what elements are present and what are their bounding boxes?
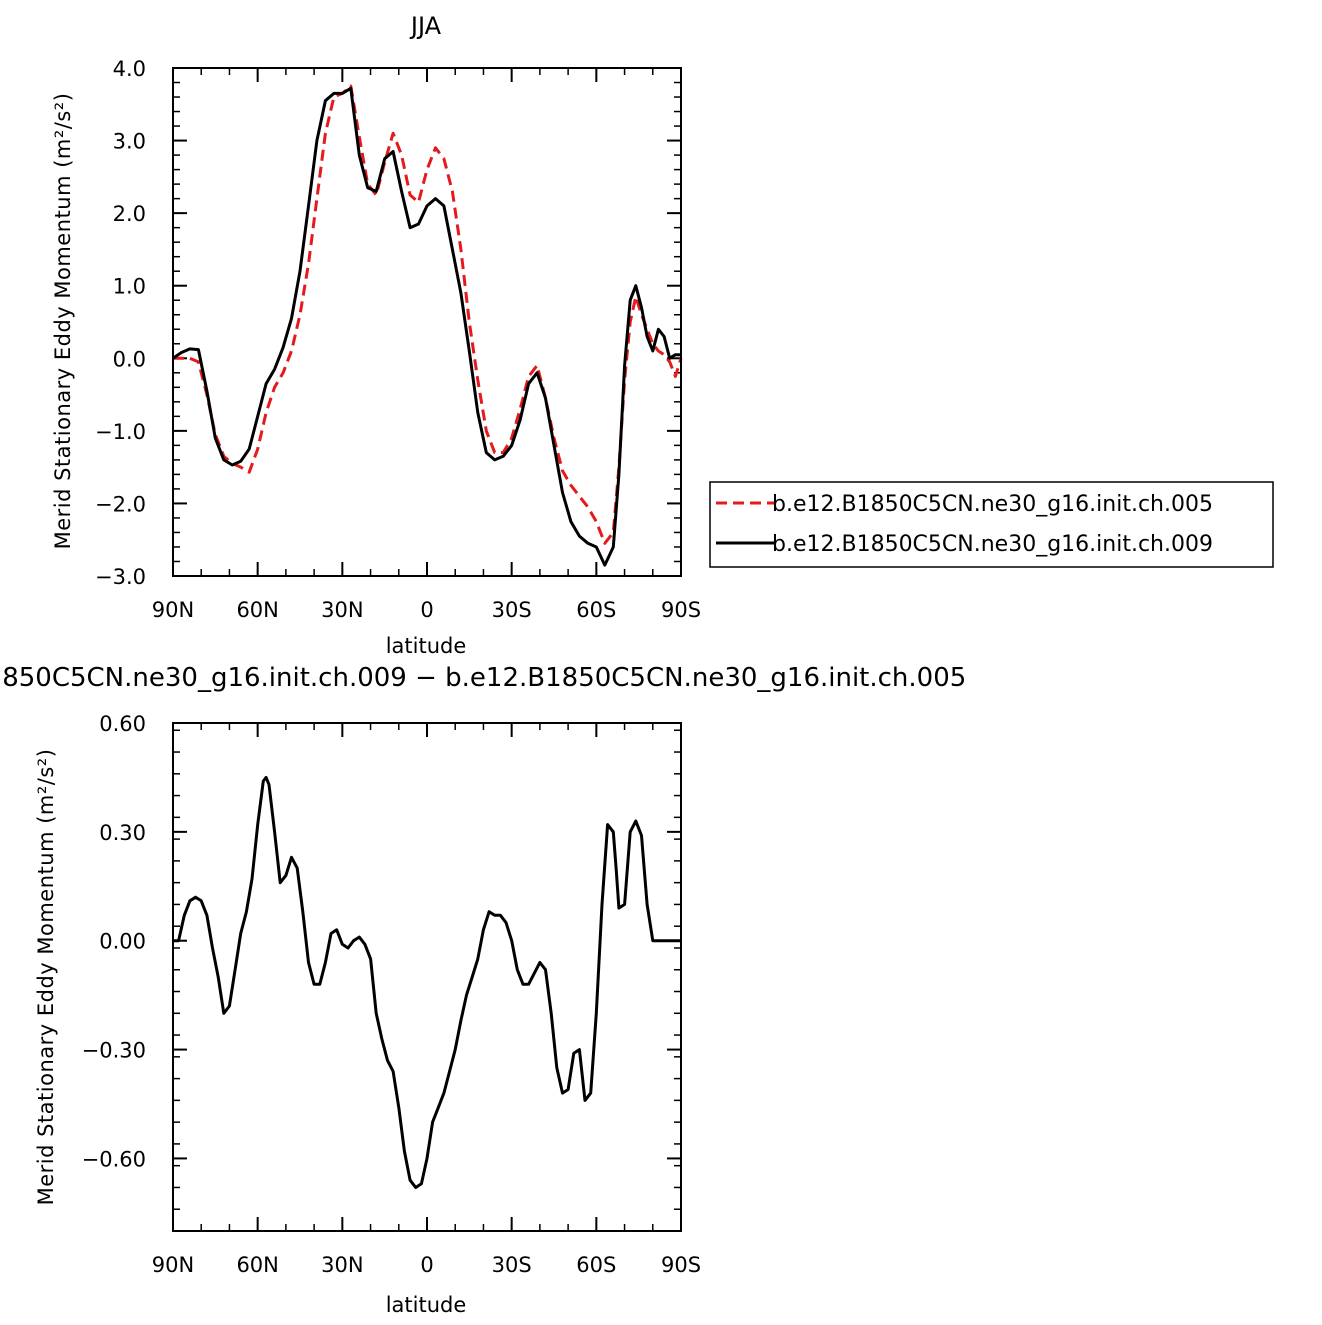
legend-label-005: b.e12.B1850C5CN.ne30_g16.init.ch.005 (772, 492, 1213, 517)
y-tick-label: 4.0 (113, 57, 146, 81)
series-line-1 (172, 86, 681, 567)
y-tick-label: 0.30 (99, 821, 146, 845)
x-tick-label: 60S (576, 1253, 616, 1277)
y-tick-label: 1.0 (113, 275, 146, 299)
x-tick-label: 90S (661, 598, 701, 622)
x-axis-label: latitude (386, 634, 467, 658)
y-tick-label: 3.0 (113, 130, 146, 154)
y-tick-label: −1.0 (95, 420, 146, 444)
y-tick-label: 0.00 (99, 930, 146, 954)
plot-frame (172, 67, 682, 577)
x-tick-label: 0 (420, 598, 433, 622)
bottom-panel: b.e12.B1850C5CN.ne30_g16.init.ch.009 − b… (0, 663, 966, 1317)
y-tick-label: −3.0 (95, 565, 146, 589)
y-axis-label: Merid Stationary Eddy Momentum (m²/s²) (34, 749, 58, 1206)
y-tick-label: 0.0 (113, 347, 146, 371)
x-axis-label: latitude (386, 1293, 467, 1317)
y-tick-label: 2.0 (113, 202, 146, 226)
y-tick-label: −0.30 (82, 1039, 146, 1063)
y-tick-label: −0.60 (82, 1147, 146, 1171)
legend-label-009: b.e12.B1850C5CN.ne30_g16.init.ch.009 (772, 532, 1213, 557)
series-line-0 (173, 84, 683, 545)
top-panel: JJA Merid Stationary Eddy Momentum (m²/s… (51, 12, 1274, 658)
y-tick-label: 0.60 (99, 712, 146, 736)
x-tick-label: 60N (236, 598, 278, 622)
series-line-0 (173, 775, 681, 1189)
x-tick-label: 30N (321, 598, 363, 622)
x-tick-label: 0 (420, 1253, 433, 1277)
x-tick-label: 30N (321, 1253, 363, 1277)
x-tick-label: 60N (236, 1253, 278, 1277)
x-tick-label: 90N (152, 1253, 194, 1277)
legend: b.e12.B1850C5CN.ne30_g16.init.ch.005 b.e… (709, 481, 1274, 568)
difference-chart-title: b.e12.B1850C5CN.ne30_g16.init.ch.009 − b… (0, 663, 966, 693)
x-tick-label: 90N (152, 598, 194, 622)
plot-frame (172, 722, 682, 1232)
chart-title: JJA (409, 12, 442, 40)
x-tick-label: 30S (492, 598, 532, 622)
x-tick-label: 90S (661, 1253, 701, 1277)
legend-box (709, 481, 1274, 568)
x-tick-label: 60S (576, 598, 616, 622)
x-tick-label: 30S (492, 1253, 532, 1277)
y-axis-label: Merid Stationary Eddy Momentum (m²/s²) (51, 93, 75, 550)
y-tick-label: −2.0 (95, 492, 146, 516)
